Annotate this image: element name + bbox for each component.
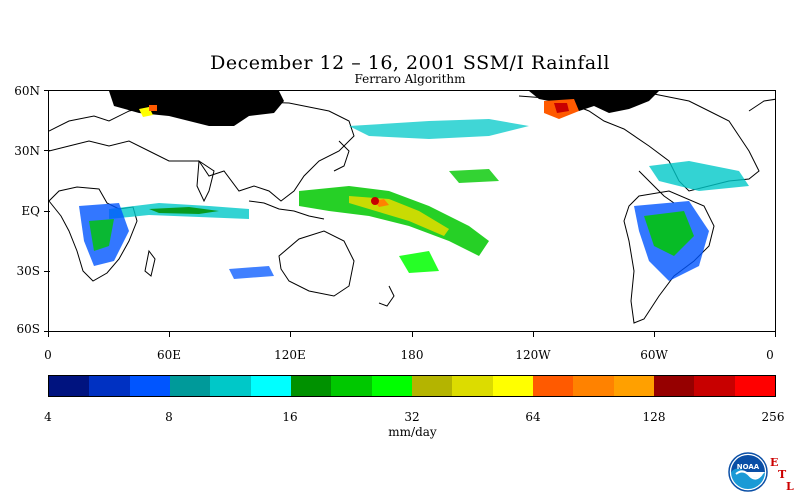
map-title: December 12 – 16, 2001 SSM/I Rainfall [210,52,610,74]
lat-label-eq: EQ [21,204,40,218]
lat-tick [44,150,50,151]
colorbar-tick-32: 32 [404,410,420,424]
coast-greenland [748,98,775,112]
colorbar-swatch [371,376,412,396]
colorbar-swatch [694,376,735,396]
noaa-logo-icon: NOAA [728,452,768,492]
rain-africa-core [89,219,114,251]
noaa-logo-text: NOAA [736,463,760,471]
colorbar-swatch [734,376,775,396]
map-svg [49,91,775,324]
mask-north-america [529,91,659,113]
colorbar-swatch [169,376,211,396]
etl-letter-l: L [786,480,794,493]
coast-indonesia [248,200,325,220]
coast-madagascar [144,249,156,277]
lat-tick [44,90,50,91]
coast-africa [49,186,138,282]
colorbar-swatch [573,376,614,396]
colorbar-tick-256: 256 [761,410,785,424]
colorbar-swatch [452,376,493,396]
colorbar [48,375,776,397]
colorbar-swatch [653,376,695,396]
lon-tick [290,331,291,337]
rain-south-america-core [644,211,694,256]
rain-north-atlantic [649,161,749,191]
etl-letter-e: E [770,456,779,469]
mask-siberia [109,91,284,126]
colorbar-tick-4: 4 [44,410,52,424]
lon-label-120w: 120W [515,348,551,362]
colorbar-swatch [411,376,453,396]
rain-north-pacific [349,119,529,139]
lon-label-120e: 120E [274,348,306,362]
coast-new-zealand [378,285,395,307]
lon-tick [169,331,170,337]
lon-tick [775,331,776,337]
coast-south-america [623,190,715,324]
lon-tick [48,331,49,337]
rain-spcz-core [349,196,449,236]
rain-spcz [299,186,489,256]
colorbar-swatch [331,376,372,396]
colorbar-swatch [89,376,130,396]
rain-indian-ocean-core [149,207,219,214]
coast-australia [278,230,355,297]
colorbar-swatch [492,376,533,396]
lat-tick [44,211,50,212]
colorbar-tick-128: 128 [642,410,666,424]
map-subtitle: Ferraro Algorithm [354,72,466,86]
lon-tick [654,331,655,337]
lon-tick [412,331,413,337]
rain-south-pacific [399,251,439,273]
coast-central-america [638,170,675,204]
etl-letter-t: T [778,468,787,481]
lat-tick [44,271,50,272]
colorbar-tick-16: 16 [282,410,298,424]
colorbar-tick-8: 8 [165,410,173,424]
rain-siberia-coast-heavy [149,105,157,111]
rainfall-map [48,90,776,332]
coast-japan [333,140,350,172]
lat-label-60n: 60N [14,84,40,98]
rain-warm-pool-heavy [371,197,379,205]
coast-india [196,160,215,203]
colorbar-tick-64: 64 [525,410,541,424]
colorbar-swatch [210,376,251,396]
colorbar-swatch [290,376,332,396]
lon-label-60e: 60E [156,348,182,362]
lon-label-60w: 60W [640,348,668,362]
colorbar-units: mm/day [388,425,437,439]
colorbar-swatch [250,376,291,396]
rain-central-pacific [449,169,499,183]
lat-label-30n: 30N [14,144,40,158]
lat-label-30s: 30S [16,264,41,278]
rain-north-pacific-core [554,103,569,113]
colorbar-swatch [532,376,574,396]
lon-label-0: 0 [44,348,52,362]
lon-label-180: 180 [400,348,424,362]
colorbar-swatch [49,376,90,396]
lon-tick [533,331,534,337]
lat-label-60s: 60S [16,322,41,336]
rain-south-indian [229,266,274,279]
colorbar-swatch [129,376,170,396]
colorbar-swatch [613,376,654,396]
rainfall-patches [79,99,749,281]
lat-tick [44,331,50,332]
lon-label-0-end: 0 [766,348,774,362]
no-data-mask [109,91,659,126]
